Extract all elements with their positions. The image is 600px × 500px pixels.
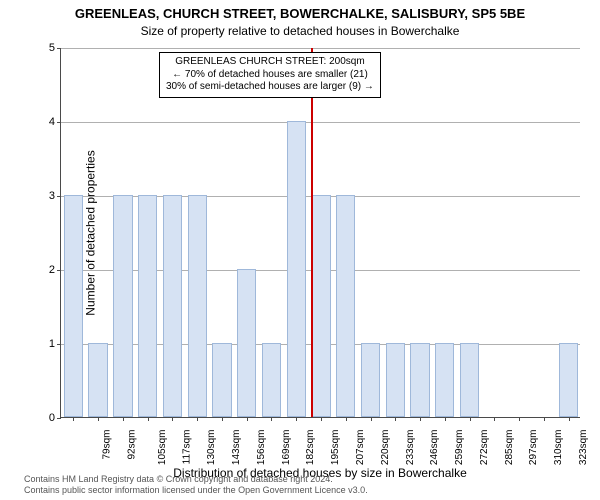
chart-container: GREENLEAS, CHURCH STREET, BOWERCHALKE, S… [0,0,600,500]
x-tick-label: 220sqm [380,430,391,466]
x-tick-mark [395,417,396,421]
x-tick-mark [172,417,173,421]
y-tick-mark [57,344,61,345]
x-tick-label: 92sqm [127,430,138,460]
annotation-box: GREENLEAS CHURCH STREET: 200sqm← 70% of … [159,52,381,98]
x-tick-label: 285sqm [504,430,515,466]
x-tick-label: 105sqm [157,430,168,466]
plot-area: GREENLEAS CHURCH STREET: 200sqm← 70% of … [60,48,580,418]
x-tick-label: 310sqm [553,430,564,466]
x-tick-mark [296,417,297,421]
bar [336,195,355,417]
x-tick-mark [494,417,495,421]
x-tick-mark [445,417,446,421]
x-tick-mark [123,417,124,421]
x-tick-label: 259sqm [454,430,465,466]
bar [410,343,429,417]
bar [163,195,182,417]
bar [262,343,281,417]
annotation-line: ← 70% of detached houses are smaller (21… [166,69,374,82]
bar [88,343,107,417]
x-tick-mark [197,417,198,421]
x-tick-label: 79sqm [102,430,113,460]
annotation-line: 30% of semi-detached houses are larger (… [166,81,374,94]
x-tick-label: 246sqm [429,430,440,466]
x-tick-label: 143sqm [231,430,242,466]
x-tick-label: 117sqm [181,430,192,465]
y-tick-mark [57,196,61,197]
x-tick-mark [271,417,272,421]
y-tick-label: 1 [49,338,55,350]
x-tick-label: 233sqm [405,430,416,466]
x-tick-mark [247,417,248,421]
x-tick-mark [98,417,99,421]
x-tick-mark [519,417,520,421]
y-tick-label: 5 [49,42,55,54]
bar [559,343,578,417]
chart-subtitle: Size of property relative to detached ho… [0,24,600,38]
x-tick-label: 207sqm [355,430,366,466]
y-tick-label: 0 [49,412,55,424]
y-tick-label: 2 [49,264,55,276]
bar [460,343,479,417]
x-tick-mark [321,417,322,421]
bar [188,195,207,417]
y-tick-mark [57,122,61,123]
x-tick-label: 156sqm [256,430,267,466]
footer-line-2: Contains public sector information licen… [24,485,584,496]
x-tick-label: 195sqm [330,430,341,466]
x-tick-mark [420,417,421,421]
annotation-line: GREENLEAS CHURCH STREET: 200sqm [166,56,374,69]
x-tick-mark [222,417,223,421]
y-tick-label: 3 [49,190,55,202]
marker-line [311,48,313,417]
bar [311,195,330,417]
x-tick-mark [148,417,149,421]
x-tick-mark [569,417,570,421]
x-tick-label: 323sqm [578,430,589,466]
bar [287,121,306,417]
bar [361,343,380,417]
x-tick-mark [371,417,372,421]
x-tick-label: 297sqm [528,430,539,466]
bar [237,269,256,417]
x-tick-label: 272sqm [479,430,490,466]
x-tick-label: 182sqm [306,430,317,466]
x-tick-mark [544,417,545,421]
bar [386,343,405,417]
x-tick-label: 130sqm [207,430,218,466]
x-tick-mark [73,417,74,421]
y-tick-label: 4 [49,116,55,128]
bar [138,195,157,417]
footer-attribution: Contains HM Land Registry data © Crown c… [24,474,584,496]
bar [64,195,83,417]
y-tick-mark [57,270,61,271]
x-tick-label: 169sqm [281,430,292,466]
x-tick-mark [470,417,471,421]
y-tick-mark [57,48,61,49]
bars-layer [61,48,580,417]
bar [435,343,454,417]
x-tick-mark [346,417,347,421]
bar [212,343,231,417]
y-tick-mark [57,418,61,419]
bar [113,195,132,417]
chart-title: GREENLEAS, CHURCH STREET, BOWERCHALKE, S… [0,6,600,21]
footer-line-1: Contains HM Land Registry data © Crown c… [24,474,584,485]
